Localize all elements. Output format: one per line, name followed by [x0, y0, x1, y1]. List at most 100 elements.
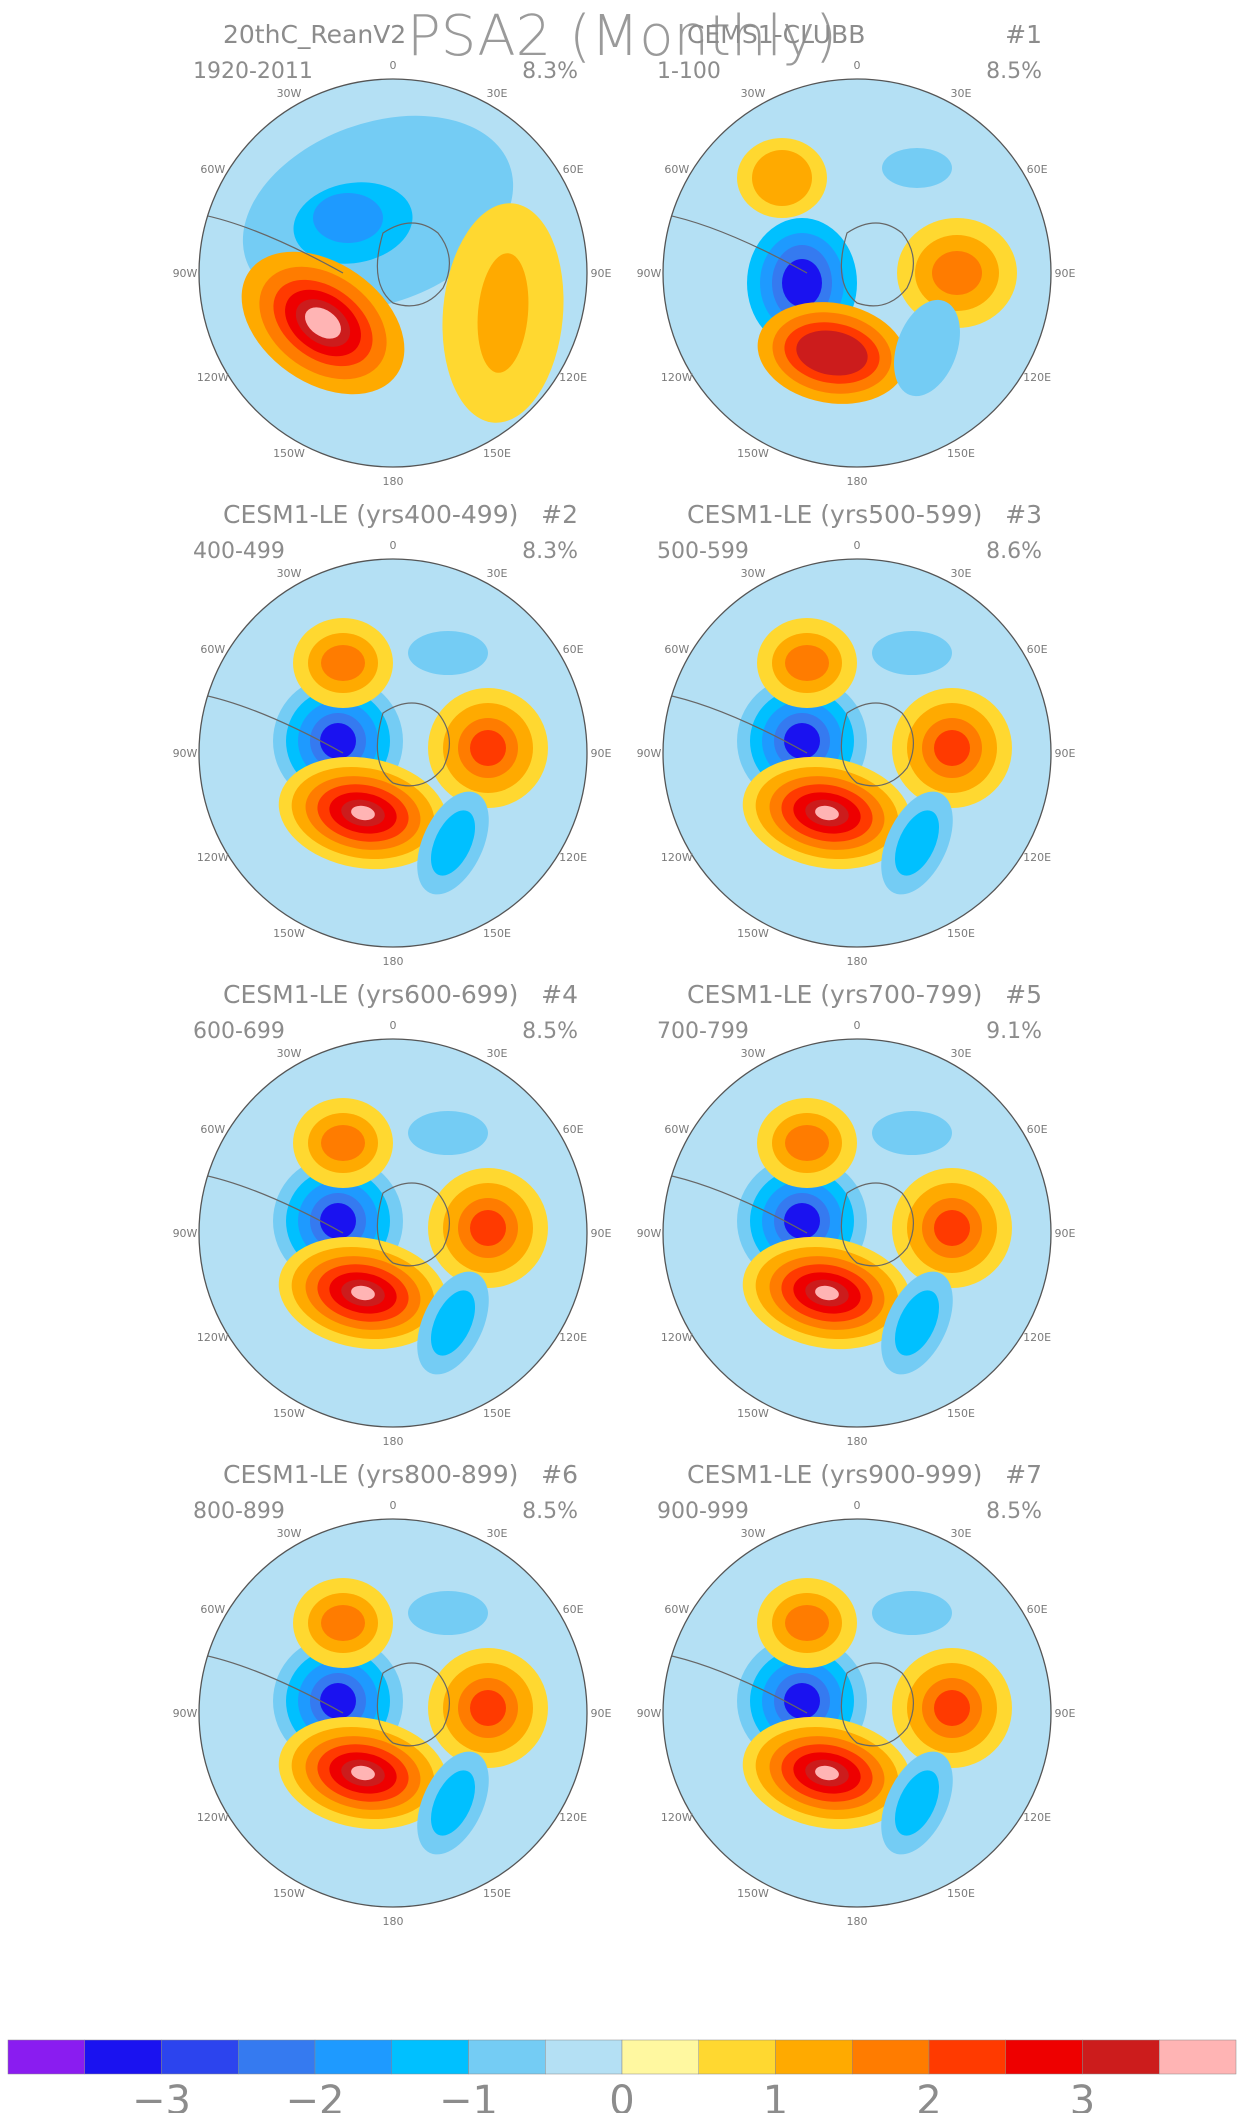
colorbar-swatch [698, 2039, 776, 2075]
coastline [376, 222, 450, 307]
colorbar-swatch [1082, 2039, 1160, 2075]
anomaly-contour [430, 810, 476, 876]
panels: 20thC_ReanV2 1920-2011 8.3% 0 30E 60E 90E 120E 1… [173, 20, 1076, 1928]
coastline [840, 1662, 914, 1747]
longitude-label: 90E [591, 1227, 612, 1240]
figure-title: PSA2 (Monthly) [407, 4, 837, 69]
longitude-label: 0 [390, 1019, 397, 1032]
longitude-label: 30E [951, 1047, 972, 1060]
panel-variance: 8.6% [986, 539, 1042, 564]
longitude-label: 90E [591, 1707, 612, 1720]
longitude-label: 90E [1055, 1227, 1076, 1240]
longitude-label: 90E [1055, 747, 1076, 760]
anomaly-contour [815, 805, 839, 821]
longitude-label: 30E [951, 1527, 972, 1540]
colorbar-tick-label: −1 [439, 2078, 498, 2113]
longitude-label: 30W [741, 87, 766, 100]
panel-title: CESM1-LE (yrs400-499) [223, 500, 518, 529]
panel-title: CEMS1-CLUBB [687, 20, 865, 49]
panel-period: 1-100 [657, 59, 721, 84]
anomaly-contour [784, 1203, 820, 1239]
anomaly-contour [313, 193, 383, 243]
colorbar-swatch [238, 2039, 316, 2075]
longitude-label: 60E [1027, 163, 1048, 176]
map-panel-8: CESM1-LE (yrs900-999) #7 900-999 8.5% 0 30E 60… [637, 1460, 1076, 1928]
contour-field [199, 1039, 587, 1427]
map-boundary [198, 1038, 588, 1428]
longitude-label: 60W [664, 163, 689, 176]
anomaly-contour [430, 1290, 476, 1356]
anomaly-contour [430, 1770, 476, 1836]
longitude-label: 120W [661, 851, 693, 864]
colorbar-swatch [468, 2039, 546, 2075]
longitude-label: 90W [173, 267, 198, 280]
colorbar-swatch [7, 2039, 85, 2075]
longitude-label: 90W [173, 1707, 198, 1720]
panel-member: #1 [1005, 20, 1042, 49]
longitude-label: 150W [273, 927, 305, 940]
colorbar-swatch [1005, 2039, 1083, 2075]
longitude-label: 150W [737, 1887, 769, 1900]
anomaly-contour [408, 1591, 488, 1635]
longitude-label: 150E [483, 447, 511, 460]
anomaly-contour [815, 1285, 839, 1301]
anomaly-contour [934, 1690, 970, 1726]
anomaly-contour [408, 631, 488, 675]
anomaly-contour [477, 253, 529, 373]
anomaly-contour [796, 330, 868, 376]
longitude-label: 0 [854, 539, 861, 552]
anomaly-contour [785, 1605, 829, 1641]
longitude-label: 150E [947, 927, 975, 940]
longitude-label: 30E [487, 87, 508, 100]
longitude-label: 180 [383, 1915, 404, 1928]
panel-variance: 8.5% [522, 1019, 578, 1044]
longitude-label: 90W [637, 747, 662, 760]
longitude-label: 120E [1023, 1811, 1051, 1824]
anomaly-contour [351, 805, 375, 821]
anomaly-contour [894, 1770, 940, 1836]
longitude-label: 150E [483, 927, 511, 940]
panel-variance: 8.3% [522, 539, 578, 564]
panel-title: CESM1-LE (yrs900-999) [687, 1460, 982, 1489]
panel-period: 400-499 [193, 539, 285, 564]
longitude-label: 60W [200, 1603, 225, 1616]
map-boundary [662, 1038, 1052, 1428]
anomaly-contour [470, 1690, 506, 1726]
panel-title: CESM1-LE (yrs700-799) [687, 980, 982, 1009]
colorbar-swatch [391, 2039, 469, 2075]
anomaly-contour [752, 150, 812, 206]
panel-member: #5 [1005, 980, 1042, 1009]
panel-period: 900-999 [657, 1499, 749, 1524]
panel-period: 700-799 [657, 1019, 749, 1044]
map-panel-4: CESM1-LE (yrs500-599) #3 500-599 8.6% 0 30E 60… [637, 500, 1076, 968]
longitude-label: 120E [559, 1811, 587, 1824]
longitude-label: 120W [661, 1331, 693, 1344]
longitude-label: 60E [563, 1123, 584, 1136]
panel-member: #6 [541, 1460, 578, 1489]
anomaly-contour [320, 1683, 356, 1719]
anomaly-contour [321, 1605, 365, 1641]
longitude-label: 30E [487, 1047, 508, 1060]
longitude-label: 60E [563, 163, 584, 176]
anomaly-contour [894, 299, 960, 397]
longitude-label: 30W [741, 1527, 766, 1540]
panel-period: 800-899 [193, 1499, 285, 1524]
map-boundary [198, 558, 588, 948]
longitude-label: 120W [197, 851, 229, 864]
contour-field [199, 1519, 587, 1907]
contour-field [663, 1039, 1051, 1427]
colorbar: −3 −2 −1 0 1 2 3 [7, 2039, 1237, 2113]
longitude-label: 180 [847, 475, 868, 488]
anomaly-contour [321, 1125, 365, 1161]
colorbar-tick-label: −3 [132, 2078, 191, 2113]
anomaly-contour [782, 259, 822, 307]
panel-member: #7 [1005, 1460, 1042, 1489]
longitude-label: 30W [741, 1047, 766, 1060]
colorbar-tick-label: 2 [916, 2078, 941, 2113]
longitude-label: 0 [390, 539, 397, 552]
anomaly-contour [785, 1125, 829, 1161]
longitude-label: 0 [854, 1499, 861, 1512]
panel-variance: 8.3% [522, 59, 578, 84]
longitude-label: 150W [737, 447, 769, 460]
